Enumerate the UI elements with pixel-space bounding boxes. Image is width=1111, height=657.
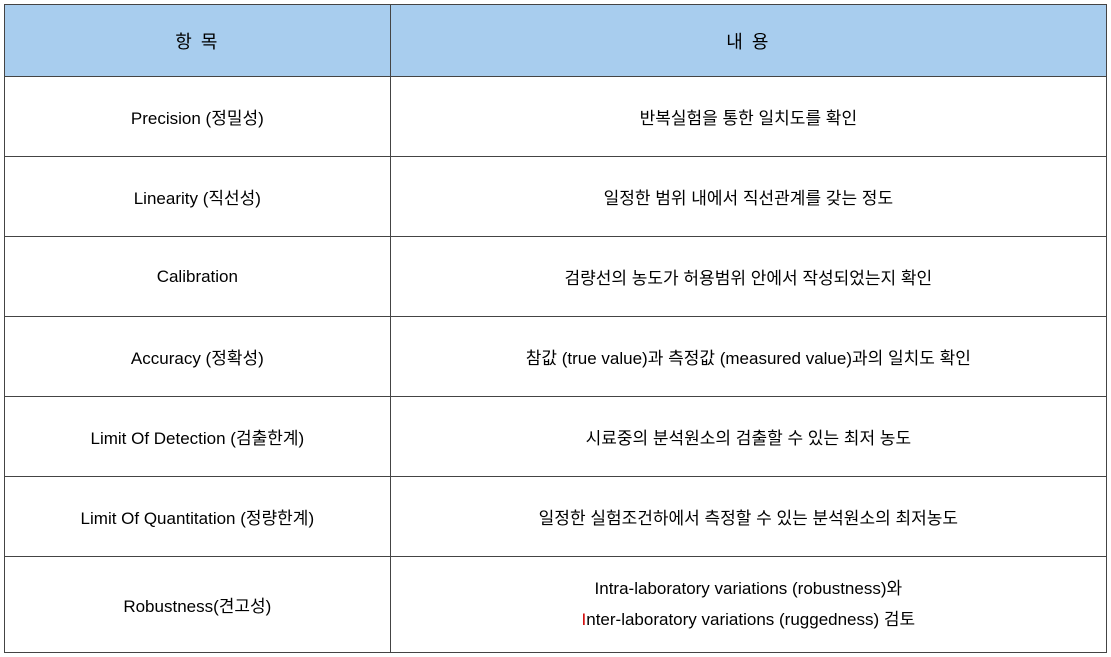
content-line1: Intra-laboratory variations (robustness)… xyxy=(595,579,903,598)
table-row: Linearity (직선성) 일정한 범위 내에서 직선관계를 갖는 정도 xyxy=(5,157,1107,237)
cell-content: 일정한 실험조건하에서 측정할 수 있는 분석원소의 최저농도 xyxy=(390,477,1106,557)
content-line2-rest: nter-laboratory variations (ruggedness) … xyxy=(586,610,915,629)
cell-content: 시료중의 분석원소의 검출할 수 있는 최저 농도 xyxy=(390,397,1106,477)
cell-item: Calibration xyxy=(5,237,391,317)
validation-table: 항 목 내 용 Precision (정밀성) 반복실험을 통한 일치도를 확인… xyxy=(4,4,1107,653)
cell-content: 검량선의 농도가 허용범위 안에서 작성되었는지 확인 xyxy=(390,237,1106,317)
table-row: Limit Of Quantitation (정량한계) 일정한 실험조건하에서… xyxy=(5,477,1107,557)
cell-content: 반복실험을 통한 일치도를 확인 xyxy=(390,77,1106,157)
cell-content: 참값 (true value)과 측정값 (measured value)과의 … xyxy=(390,317,1106,397)
cell-content: Intra-laboratory variations (robustness)… xyxy=(390,557,1106,653)
table-row: Precision (정밀성) 반복실험을 통한 일치도를 확인 xyxy=(5,77,1107,157)
header-content: 내 용 xyxy=(390,5,1106,77)
header-item: 항 목 xyxy=(5,5,391,77)
table-row: Calibration 검량선의 농도가 허용범위 안에서 작성되었는지 확인 xyxy=(5,237,1107,317)
cell-item: Limit Of Detection (검출한계) xyxy=(5,397,391,477)
table-row: Robustness(견고성) Intra-laboratory variati… xyxy=(5,557,1107,653)
table-header-row: 항 목 내 용 xyxy=(5,5,1107,77)
cell-item: Robustness(견고성) xyxy=(5,557,391,653)
table-row: Limit Of Detection (검출한계) 시료중의 분석원소의 검출할… xyxy=(5,397,1107,477)
table-row: Accuracy (정확성) 참값 (true value)과 측정값 (mea… xyxy=(5,317,1107,397)
cell-item: Linearity (직선성) xyxy=(5,157,391,237)
cell-item: Accuracy (정확성) xyxy=(5,317,391,397)
cell-item: Limit Of Quantitation (정량한계) xyxy=(5,477,391,557)
cell-item: Precision (정밀성) xyxy=(5,77,391,157)
cell-content: 일정한 범위 내에서 직선관계를 갖는 정도 xyxy=(390,157,1106,237)
